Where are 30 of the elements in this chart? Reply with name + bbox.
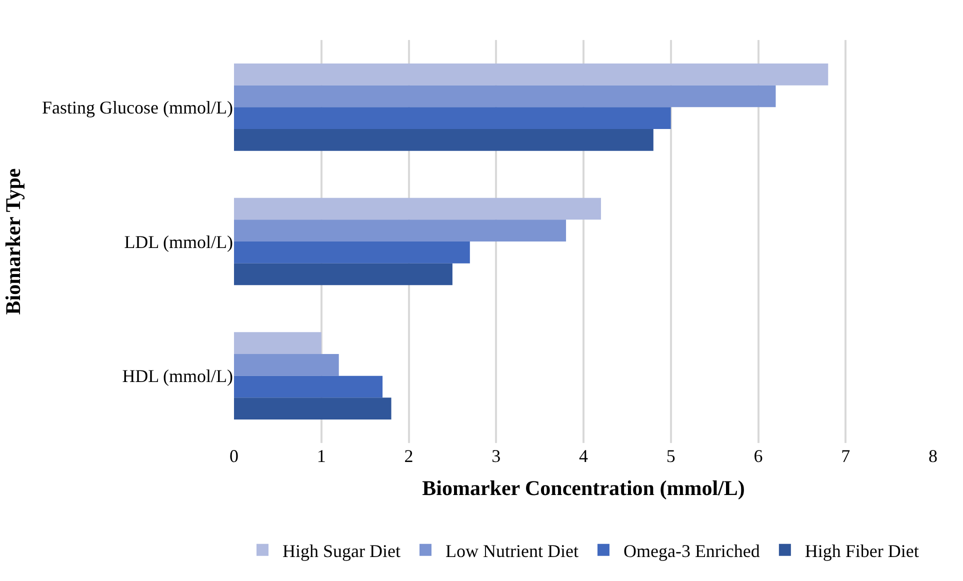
bar xyxy=(234,242,470,264)
legend-label: High Sugar Diet xyxy=(282,540,400,561)
bar xyxy=(234,198,601,220)
bar xyxy=(234,129,654,151)
bar xyxy=(234,376,383,398)
x-tick-label: 0 xyxy=(230,446,238,466)
bar xyxy=(234,332,322,354)
bar xyxy=(234,220,566,242)
bar xyxy=(234,85,776,108)
y-tick-label: LDL (mmol/L) xyxy=(124,232,233,252)
x-tick-label: 4 xyxy=(579,446,588,466)
legend-label: High Fiber Diet xyxy=(804,540,919,561)
bar xyxy=(234,64,828,86)
legend-label: Low Nutrient Diet xyxy=(445,540,578,561)
x-tick-label: 8 xyxy=(928,446,938,466)
x-tick-label: 1 xyxy=(316,446,326,466)
x-axis-title: Biomarker Concentration (mmol/L) xyxy=(422,476,745,500)
bar xyxy=(234,398,392,420)
x-tick-label: 2 xyxy=(404,446,414,466)
x-tick-label: 7 xyxy=(841,446,850,466)
y-tick-label: HDL (mmol/L) xyxy=(122,366,234,386)
bar xyxy=(234,263,452,286)
bar xyxy=(234,107,671,129)
y-axis-title: Biomarker Type xyxy=(1,168,26,315)
legend-label: Omega-3 Enriched xyxy=(623,540,760,561)
bar xyxy=(234,354,339,376)
x-tick-label: 6 xyxy=(754,446,763,466)
x-tick-label: 5 xyxy=(666,446,676,466)
x-tick-label: 3 xyxy=(492,446,501,466)
y-tick-label: Fasting Glucose (mmol/L) xyxy=(42,97,233,118)
